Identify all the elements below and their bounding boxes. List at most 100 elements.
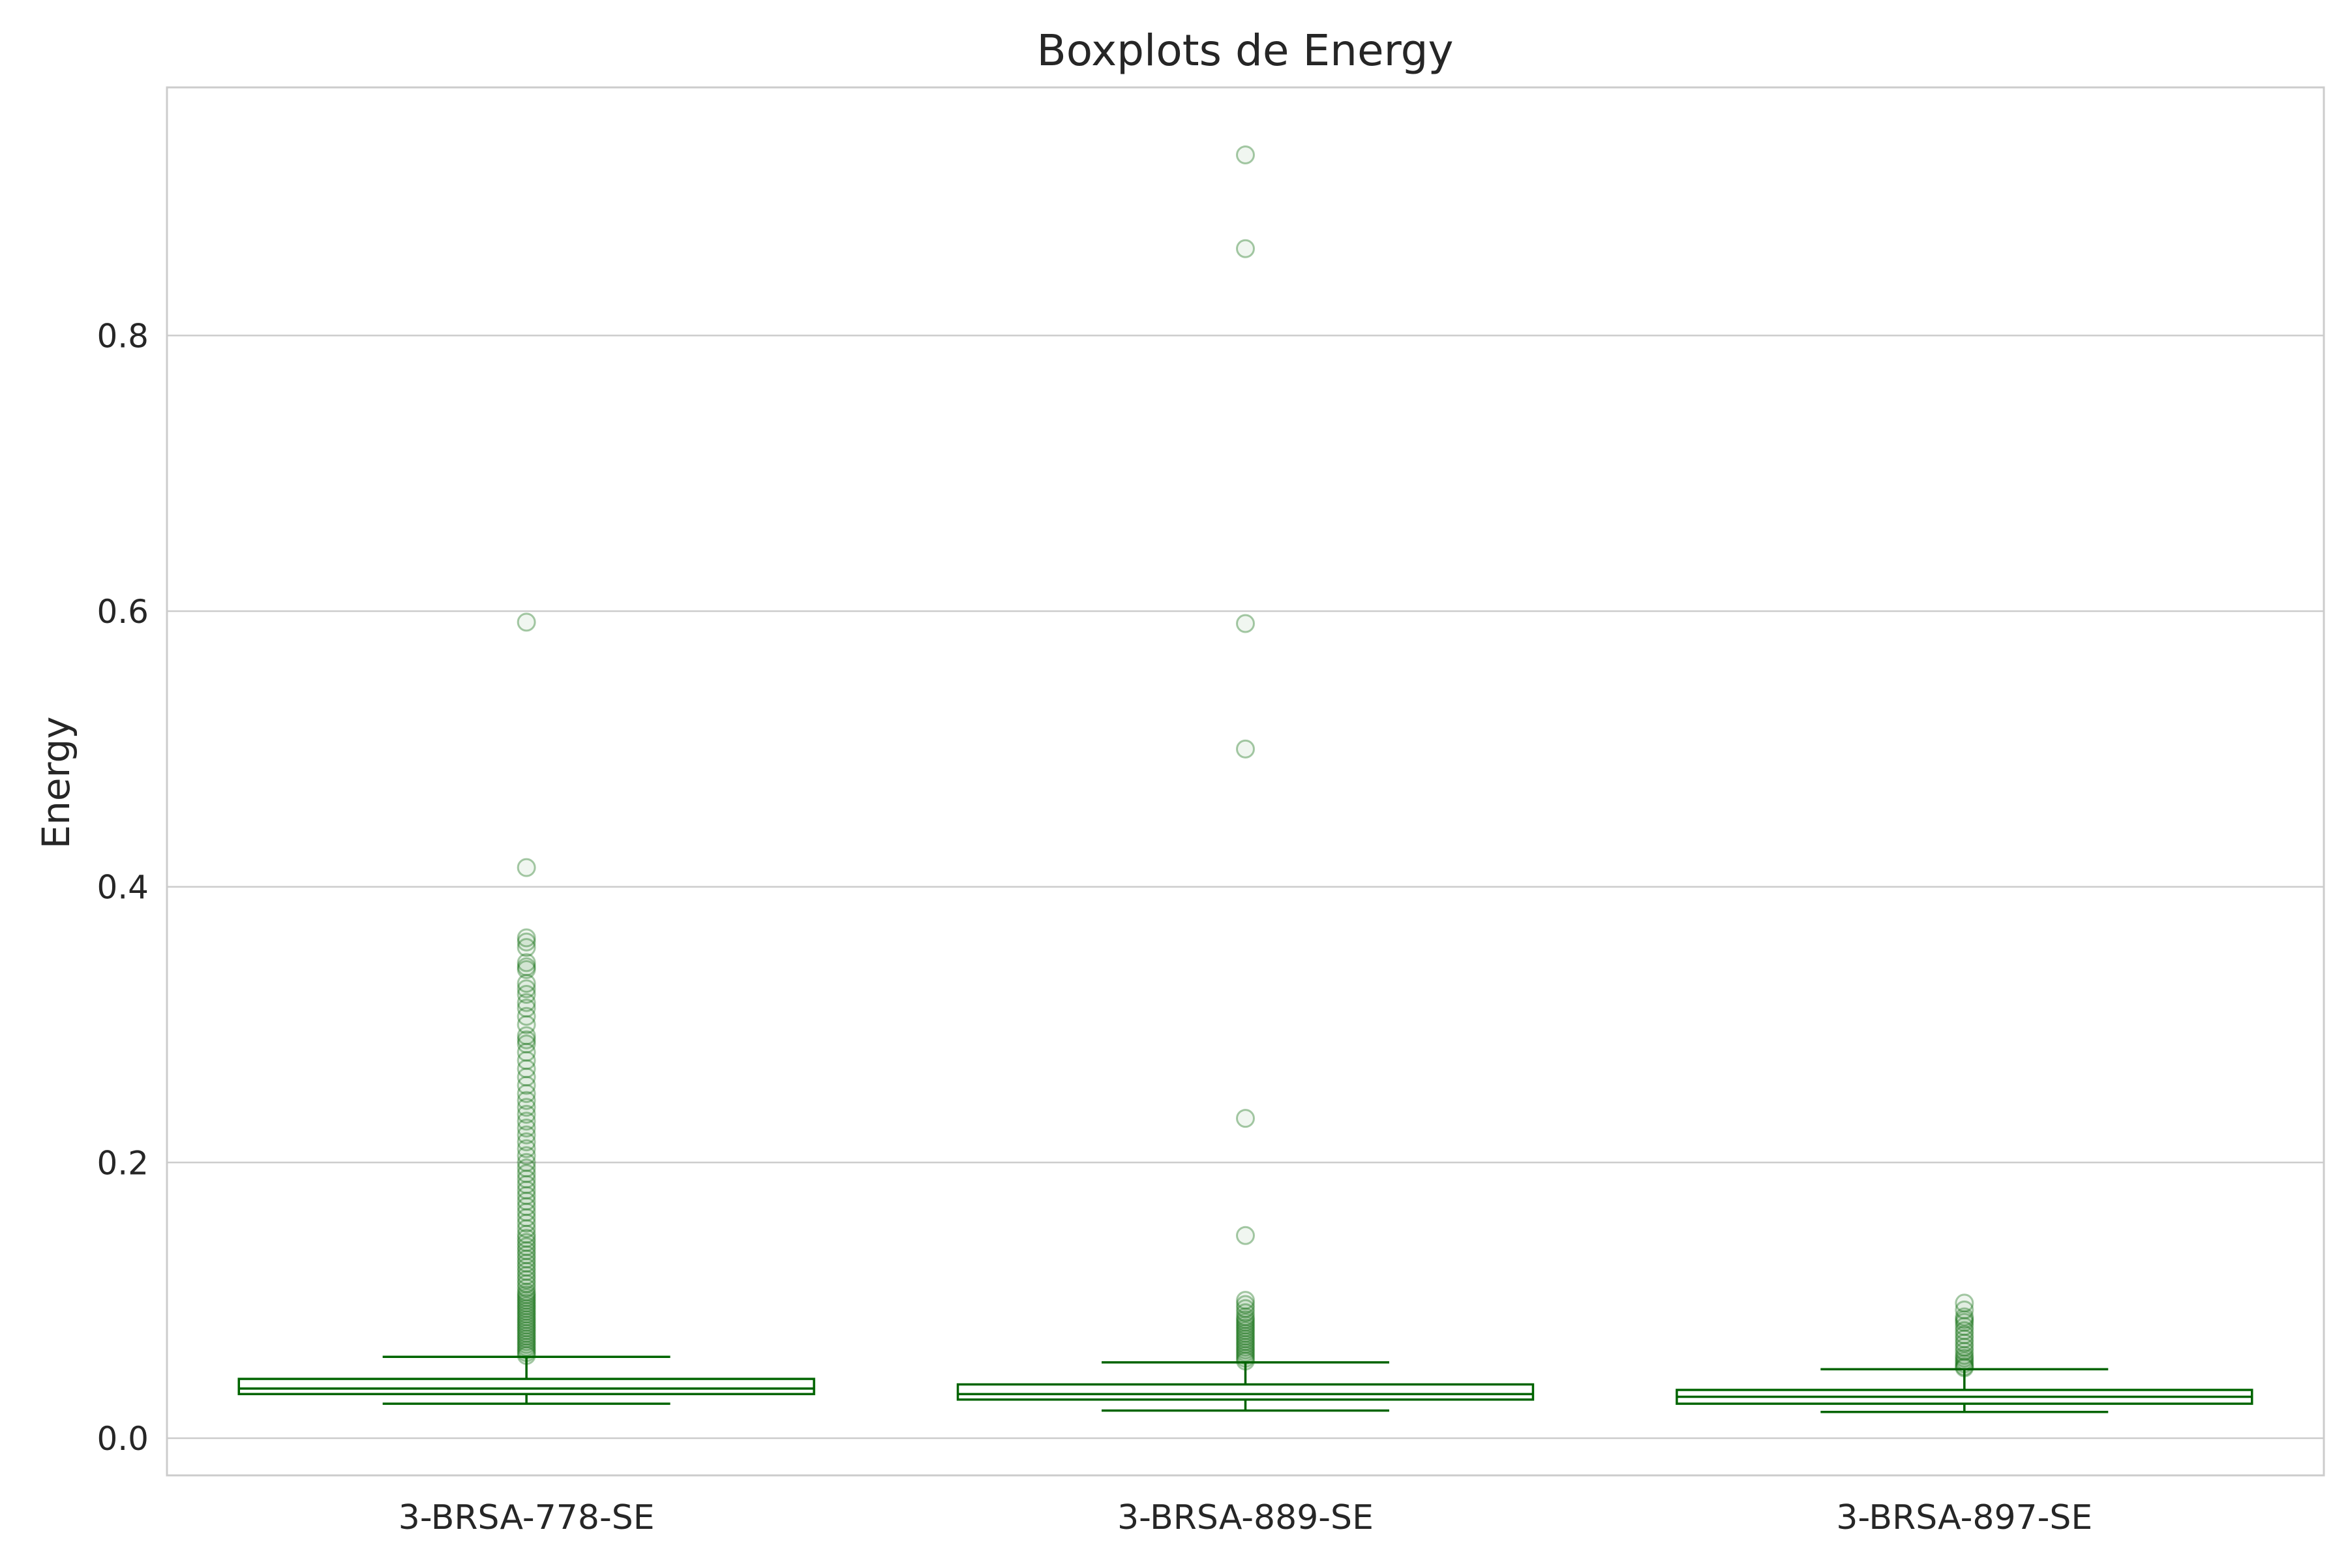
outlier-point <box>1236 1323 1255 1343</box>
outlier-point <box>517 1091 536 1110</box>
outlier-point <box>517 932 536 952</box>
outlier-point <box>517 993 536 1012</box>
outlier-point <box>517 1337 536 1357</box>
outlier-point <box>1955 1358 1974 1378</box>
iqr-box <box>956 1383 1535 1401</box>
outlier-layer <box>517 145 1974 1378</box>
outlier-point <box>517 1274 536 1293</box>
axes-frame <box>166 86 2325 1477</box>
outlier-point <box>1236 1307 1255 1327</box>
outlier-point <box>1236 1332 1255 1351</box>
outlier-point <box>517 1310 536 1329</box>
outlier-point <box>517 1034 536 1054</box>
outlier-point <box>517 1202 536 1222</box>
outlier-point <box>1955 1346 1974 1365</box>
outlier-point <box>1236 145 1255 165</box>
outlier-point <box>517 1139 536 1158</box>
outlier-point <box>517 1261 536 1281</box>
outlier-point <box>517 612 536 632</box>
outlier-point <box>1236 1321 1255 1340</box>
outlier-point <box>517 1293 536 1313</box>
box-3-BRSA-889-SE <box>956 1361 1535 1412</box>
outlier-point <box>1236 1318 1255 1338</box>
outlier-point <box>517 1098 536 1117</box>
outlier-point <box>1236 1310 1255 1329</box>
outlier-point <box>1955 1312 1974 1332</box>
outlier-point <box>517 1213 536 1233</box>
x-tick-labels: 3-BRSA-778-SE 3-BRSA-889-SE 3-BRSA-897-SE <box>399 1498 2093 1537</box>
outlier-point <box>517 1111 536 1131</box>
outlier-point <box>1236 1316 1255 1335</box>
outlier-point <box>1236 1346 1255 1365</box>
outlier-point <box>517 1237 536 1256</box>
outlier-point <box>1236 614 1255 633</box>
outlier-point <box>517 1278 536 1298</box>
outlier-point <box>517 1302 536 1321</box>
outlier-point <box>517 1316 536 1335</box>
outlier-point <box>517 1285 536 1304</box>
outlier-point <box>517 928 536 948</box>
outlier-point <box>517 1197 536 1216</box>
outliers-3-BRSA-897-SE <box>1955 1293 1974 1378</box>
outlier-point <box>517 1051 536 1070</box>
outliers-3-BRSA-778-SE <box>517 612 536 1365</box>
y-tick-label: 0.0 <box>97 1420 149 1458</box>
outlier-point <box>517 1321 536 1340</box>
x-tick-label: 3-BRSA-897-SE <box>1836 1498 2092 1537</box>
y-tick-label: 0.6 <box>97 593 149 631</box>
box-3-BRSA-897-SE <box>1676 1368 2253 1413</box>
outlier-point <box>517 1254 536 1273</box>
outlier-point <box>517 1158 536 1178</box>
outlier-point <box>517 1015 536 1034</box>
outlier-point <box>517 1175 536 1194</box>
outlier-point <box>517 938 536 957</box>
outlier-point <box>517 1266 536 1286</box>
outlier-point <box>1955 1293 1974 1313</box>
outlier-point <box>517 1318 536 1338</box>
x-tick-label: 3-BRSA-778-SE <box>399 1498 655 1537</box>
outlier-point <box>1236 1291 1255 1310</box>
y-tick-label: 0.4 <box>97 869 149 907</box>
outlier-point <box>517 858 536 877</box>
outlier-point <box>517 1181 536 1200</box>
outlier-point <box>517 1125 536 1145</box>
outlier-point <box>517 1006 536 1026</box>
outlier-point <box>1955 1333 1974 1353</box>
outlier-point <box>517 1307 536 1327</box>
outlier-point <box>517 1224 536 1244</box>
outlier-point <box>1236 1337 1255 1357</box>
y-tick-label: 0.8 <box>97 317 149 355</box>
outlier-point <box>517 1153 536 1172</box>
outlier-point <box>1236 739 1255 759</box>
outlier-point <box>1955 1357 1974 1376</box>
outlier-point <box>1955 1321 1974 1340</box>
outlier-point <box>517 1169 536 1189</box>
outlier-point <box>517 1340 536 1360</box>
outlier-point <box>1955 1337 1974 1357</box>
outlier-point <box>517 959 536 979</box>
outlier-point <box>517 984 536 1004</box>
box-3-BRSA-778-SE <box>237 1355 815 1405</box>
outlier-point <box>517 1042 536 1062</box>
outlier-point <box>1955 1342 1974 1361</box>
outlier-point <box>517 1241 536 1261</box>
chart-title: Boxplots de Energy <box>1036 25 1453 76</box>
outlier-point <box>517 1288 536 1307</box>
outlier-point <box>517 1299 536 1318</box>
outlier-point <box>1236 1303 1255 1323</box>
outlier-point <box>517 953 536 972</box>
outlier-point <box>517 999 536 1018</box>
outlier-point <box>517 1291 536 1310</box>
outlier-point <box>517 1343 536 1363</box>
outlier-point <box>1236 1348 1255 1368</box>
y-axis-label: Energy <box>34 716 78 849</box>
outlier-point <box>1236 1340 1255 1360</box>
outlier-point <box>517 1026 536 1046</box>
outlier-point <box>517 1323 536 1343</box>
outlier-point <box>1955 1325 1974 1344</box>
outlier-point <box>517 1208 536 1228</box>
outlier-point <box>517 1191 536 1211</box>
outlier-point <box>517 1282 536 1302</box>
